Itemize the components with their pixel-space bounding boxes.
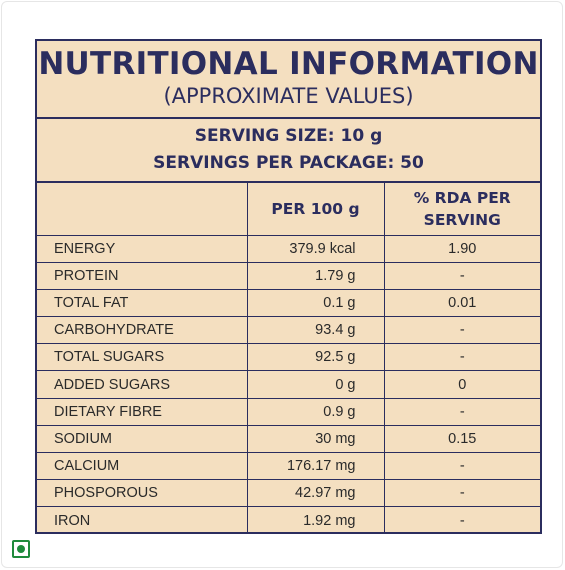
per-100g-value: 42.97 mg: [246, 479, 385, 508]
rda-value: 0.15: [383, 424, 540, 454]
per-100g-value: 0 g: [246, 370, 385, 399]
rda-value: -: [383, 451, 540, 481]
header-nutrient: [37, 183, 248, 236]
nutrient-name: TOTAL FAT: [37, 288, 248, 318]
table-row: ENERGY 379.9 kcal 1.90: [37, 234, 540, 263]
nutrition-table: PER 100 g % RDA PER SERVING ENERGY 379.9 …: [37, 183, 540, 535]
table-row: SODIUM 30 mg 0.15: [37, 424, 540, 454]
rda-value: 1.90: [383, 234, 540, 263]
rda-value: 0: [383, 370, 540, 399]
rda-value: -: [383, 479, 540, 508]
per-100g-value: 93.4 g: [246, 316, 385, 345]
nutrient-name: IRON: [37, 506, 248, 535]
table-header-row: PER 100 g % RDA PER SERVING: [37, 183, 540, 236]
table-row: TOTAL SUGARS 92.5 g-: [37, 343, 540, 372]
rda-value: -: [383, 261, 540, 290]
table-row: PROTEIN 1.79 g-: [37, 261, 540, 290]
nutrient-name: PROTEIN: [37, 261, 248, 290]
table-row: DIETARY FIBRE 0.9 g-: [37, 397, 540, 426]
nutrient-name: TOTAL SUGARS: [37, 343, 248, 372]
per-100g-value: 1.92 mg: [246, 506, 385, 535]
rda-value: -: [383, 506, 540, 535]
table-row: CALCIUM 176.17 mg -: [37, 451, 540, 481]
nutrition-label: NUTRITIONAL INFORMATION (APPROXIMATE VAL…: [35, 39, 542, 535]
table-row: PHOSPOROUS 42.97 mg -: [37, 479, 540, 508]
per-100g-value: 30 mg: [246, 424, 385, 454]
nutrient-name: ENERGY: [37, 234, 248, 263]
label-title: NUTRITIONAL INFORMATION: [38, 46, 539, 82]
header-per-100g: PER 100 g: [246, 183, 385, 236]
nutrient-name: PHOSPOROUS: [37, 479, 248, 508]
header-rda: % RDA PER SERVING: [383, 183, 540, 236]
header-rda-line1: % RDA PER: [413, 188, 511, 207]
rda-value: -: [383, 316, 540, 345]
rda-value: -: [383, 343, 540, 372]
per-100g-value: 1.79 g: [246, 261, 385, 290]
table-row: IRON 1.92 mg -: [37, 506, 540, 535]
per-100g-value: 0.9 g: [246, 397, 385, 426]
title-block: NUTRITIONAL INFORMATION (APPROXIMATE VAL…: [37, 41, 540, 119]
per-100g-value: 379.9 kcal: [246, 234, 385, 263]
nutrient-name: DIETARY FIBRE: [37, 397, 248, 426]
per-100g-value: 176.17 mg: [246, 451, 385, 481]
nutrient-name: CALCIUM: [37, 451, 248, 481]
per-100g-value: 0.1 g: [246, 288, 385, 318]
label-subtitle: (APPROXIMATE VALUES): [163, 84, 414, 108]
servings-per-package: SERVINGS PER PACKAGE: 50: [153, 153, 424, 173]
serving-size: SERVING SIZE: 10 g: [194, 126, 383, 146]
nutrient-name: CARBOHYDRATE: [37, 316, 248, 345]
table-row: TOTAL FAT 0.1 g 0.01: [37, 288, 540, 318]
nutrient-name: SODIUM: [37, 424, 248, 454]
per-100g-value: 92.5 g: [246, 343, 385, 372]
rda-value: -: [383, 397, 540, 426]
table-row: CARBOHYDRATE 93.4 g-: [37, 316, 540, 345]
veg-dot: [17, 545, 25, 553]
nutrient-name: ADDED SUGARS: [37, 370, 248, 399]
header-rda-line2: SERVING: [423, 210, 501, 229]
veg-indicator-icon: [12, 540, 30, 558]
serving-info: SERVING SIZE: 10 g SERVINGS PER PACKAGE:…: [37, 119, 540, 183]
rda-value: 0.01: [383, 288, 540, 318]
